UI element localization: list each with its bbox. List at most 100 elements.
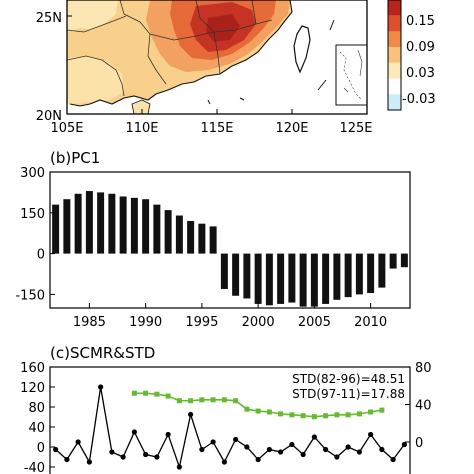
std-point: [289, 412, 295, 418]
std-point: [334, 412, 340, 418]
pc1-panel: (b)PC1 300 150 0 -150 1985 1990 1995 2000 2005 2…: [15, 149, 411, 330]
province-borders: [67, 0, 273, 97]
scmr-point: [165, 431, 171, 438]
pc1-bar: [322, 253, 330, 304]
pc1-bar: [355, 253, 363, 295]
scmr-point: [131, 429, 137, 435]
map-ylabel-20n: 20N: [36, 109, 62, 124]
colorbar-label-2: 0.03: [406, 66, 435, 81]
std-point: [255, 408, 261, 414]
pc1-xtick-label: 1995: [185, 315, 218, 330]
scmr-point: [233, 436, 239, 443]
std-point: [154, 391, 160, 397]
scmr-point: [311, 434, 317, 440]
map-ticks: [66, 15, 368, 115]
pc1-bar: [243, 253, 251, 299]
map-xlabel-105e: 105E: [50, 121, 83, 136]
colorbar-swatch: [388, 0, 401, 16]
pc1-bar: [187, 220, 195, 254]
pc1-title: (b)PC1: [50, 149, 100, 167]
land-field-pale-south: [67, 56, 124, 104]
colorbar-swatch: [388, 15, 401, 32]
colorbar-swatch: [388, 31, 401, 48]
pc1-bar: [97, 192, 105, 254]
pc1-xtick-label: 1990: [129, 315, 162, 330]
std-point: [379, 407, 385, 413]
scmr-title: (c)SCMR&STD: [50, 344, 155, 362]
map-xlabel-125e: 125E: [339, 121, 372, 136]
scmr-point: [143, 451, 149, 458]
std-point: [131, 390, 137, 396]
colorbar-swatch: [388, 94, 401, 110]
pc1-bar: [367, 253, 375, 294]
scmr-point: [53, 446, 59, 453]
pc1-ytick-label: 300: [20, 166, 45, 181]
pc1-bar: [277, 253, 285, 304]
scmr-point: [64, 456, 70, 463]
std-annotation-1: STD(82-96)=48.51: [292, 372, 405, 386]
scmr-point: [221, 459, 227, 465]
std-annotation-2: STD(97-11)=17.88: [292, 387, 405, 401]
pc1-bar: [85, 191, 93, 254]
map-ylabel-25n: 25N: [36, 11, 62, 26]
pc1-bar: [209, 226, 217, 254]
pc1-bar: [254, 253, 262, 304]
scmr-point: [289, 441, 295, 448]
colorbar-label-0: 0.15: [406, 14, 435, 29]
pc1-bar: [142, 199, 150, 254]
scmr-point: [109, 449, 115, 455]
std-point: [356, 411, 362, 417]
std-point: [278, 411, 284, 417]
scmr-point: [401, 441, 407, 448]
pc1-bar: [198, 223, 206, 254]
scmr-point: [278, 449, 284, 455]
std-point: [176, 398, 182, 404]
scmr-panel: (c)SCMR&STD 160 120 80 40 0 -40 80 40 0 STD(82-…: [20, 344, 432, 474]
pc1-bar: [108, 193, 116, 254]
sea-islands: [207, 19, 335, 105]
scmr-point: [323, 446, 329, 453]
pc1-bar: [310, 253, 318, 307]
colorbar-swatch: [388, 62, 401, 79]
pc1-ytick-label: 0: [37, 248, 45, 263]
pc1-bar: [400, 253, 408, 268]
std-point: [199, 397, 205, 403]
scmr-point: [390, 456, 396, 463]
pc1-xtick-label: 1985: [73, 315, 106, 330]
scmr-point: [300, 451, 306, 458]
colorbar-label-1: 0.09: [406, 40, 435, 55]
scmr-ytick-label: 40: [28, 421, 45, 436]
colorbar-swatch: [388, 47, 401, 63]
land-field-pale: [67, 0, 118, 32]
scmr-point: [379, 446, 385, 453]
pc1-bar: [232, 253, 240, 296]
std-point: [244, 406, 250, 412]
std-point: [165, 393, 171, 399]
map-xlabel-120e: 120E: [275, 121, 308, 136]
pc1-bar: [265, 253, 273, 306]
scmr-point: [255, 456, 261, 463]
std-point: [266, 409, 272, 415]
std-ytick-label: 80: [415, 361, 432, 376]
pc1-bar: [288, 253, 296, 303]
pc1-xtick-label: 2010: [354, 315, 387, 330]
pc1-bar: [63, 199, 71, 254]
pc1-xtick-label: 2005: [298, 315, 331, 330]
scmr-point: [199, 446, 205, 453]
coastline: [69, 0, 293, 107]
pc1-bar: [220, 253, 228, 289]
pc1-bar: [378, 253, 386, 288]
std-ytick-label: 40: [415, 399, 432, 414]
scmr-point: [345, 444, 351, 450]
taiwan-island: [293, 25, 311, 74]
std-point: [221, 397, 227, 403]
scmr-point: [368, 431, 374, 438]
scmr-point: [154, 454, 160, 460]
std-ytick-label: 0: [415, 436, 423, 451]
pc1-frame: [49, 171, 411, 309]
hainan-island: [131, 99, 151, 114]
scmr-ytick-label: 0: [37, 441, 45, 456]
std-point: [300, 413, 306, 419]
pc1-bar: [333, 253, 341, 300]
std-point: [368, 409, 374, 415]
